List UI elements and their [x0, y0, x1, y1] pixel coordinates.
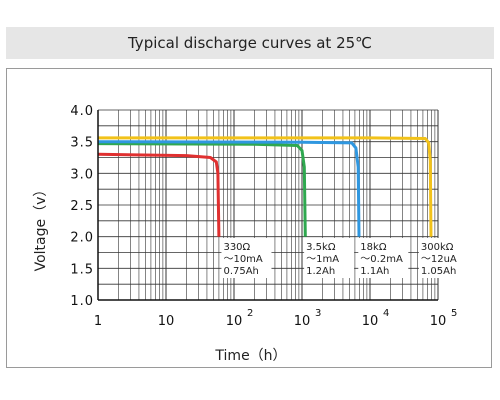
x-tick-label: 1 — [94, 314, 102, 329]
series-annotation-label: ～12uA — [421, 254, 457, 265]
x-axis-label: Time（h） — [214, 348, 286, 364]
y-axis-label: Voltage（v） — [33, 183, 49, 272]
annotation-box — [418, 238, 469, 278]
series-line — [97, 152, 221, 237]
series-annotation-label: 330Ω — [223, 242, 250, 253]
series-annotation-label: ～0.2mA — [360, 254, 403, 265]
x-tick-exponent: 5 — [451, 308, 457, 319]
y-tick-label: 3.0 — [70, 167, 94, 182]
series-annotations: 330Ω～10mA0.75Ah3.5kΩ～1mA1.2Ah18kΩ～0.2mA1… — [221, 238, 469, 278]
x-tick-label: 10 — [158, 314, 175, 329]
x-tick-label: 10 — [226, 314, 243, 329]
x-tick-exponent: 4 — [383, 308, 389, 319]
y-tick-label: 2.0 — [70, 231, 94, 246]
series-line — [98, 136, 433, 237]
series-annotation-label: 300kΩ — [421, 242, 454, 253]
series-annotation-label: ～10mA — [223, 254, 262, 265]
annotation-box — [221, 238, 272, 278]
series-annotation-label: 3.5kΩ — [306, 242, 336, 253]
y-tick-label: 3.5 — [70, 136, 94, 151]
x-tick-label: 10 — [430, 314, 447, 329]
x-tick-label: 10 — [294, 314, 311, 329]
series-annotation-label: 1.05Ah — [421, 266, 456, 277]
series-lines — [97, 136, 433, 237]
annotation-box — [358, 238, 409, 278]
x-tick-exponent: 2 — [247, 308, 253, 319]
y-tick-label: 4.0 — [70, 104, 94, 119]
y-tick-label: 2.5 — [70, 199, 94, 214]
series-annotation-label: 1.2Ah — [306, 266, 335, 277]
y-tick-label: 1.0 — [70, 294, 94, 309]
x-tick-label: 10 — [362, 314, 379, 329]
y-tick-label: 1.5 — [70, 262, 94, 277]
series-line — [97, 142, 307, 237]
axes: 1.0 1.5 2.0 2.5 3.0 3.5 4.0 1 10 10 2 10 3 10 4 10 5 — [70, 104, 457, 329]
annotation-box — [304, 238, 355, 278]
chart-title: Typical discharge curves at 25℃ — [6, 27, 494, 59]
series-annotation-label: 18kΩ — [360, 242, 387, 253]
series-line — [97, 140, 361, 237]
series-annotation-label: ～1mA — [306, 254, 339, 265]
series-annotation-label: 0.75Ah — [223, 266, 258, 277]
x-tick-exponent: 3 — [315, 308, 321, 319]
series-annotation-label: 1.1Ah — [360, 266, 389, 277]
